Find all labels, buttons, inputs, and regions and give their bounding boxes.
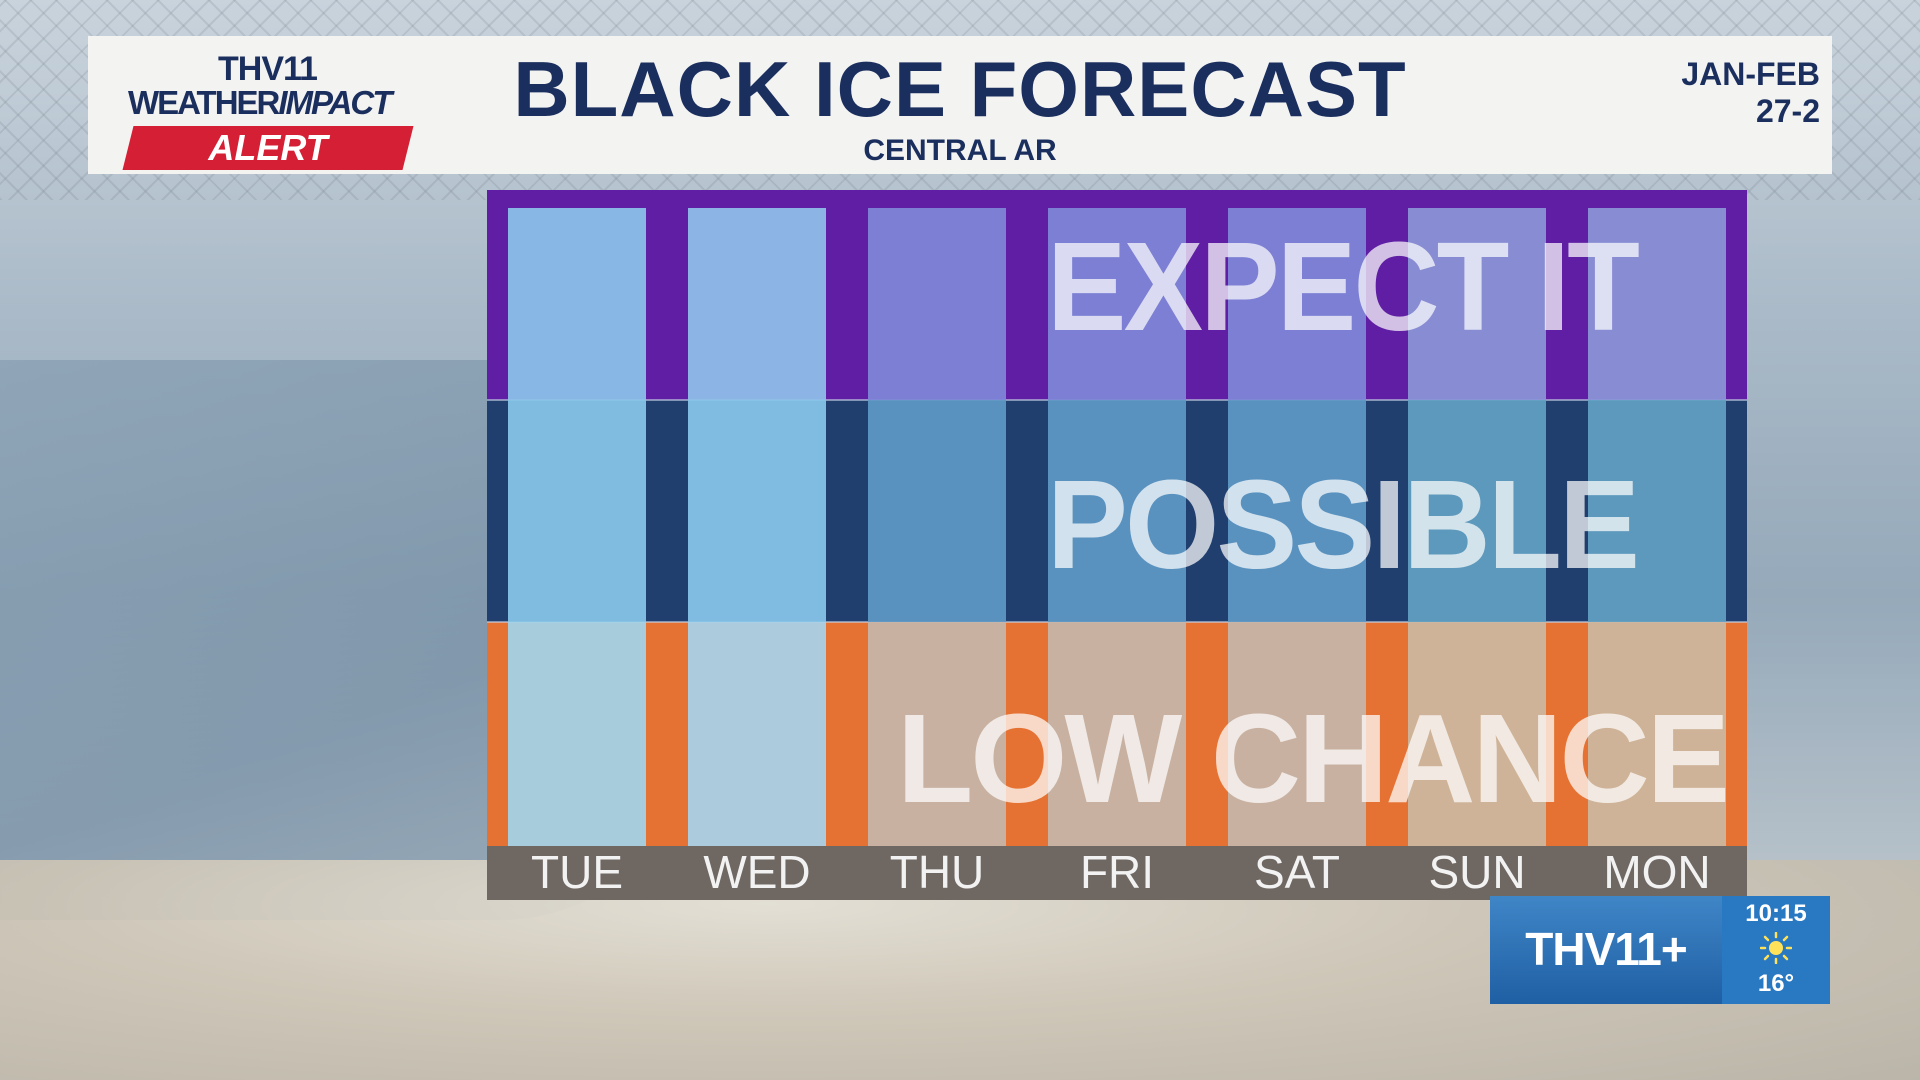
bar-tue-possible xyxy=(508,400,646,622)
bar-sat-expect-it xyxy=(1228,208,1366,400)
date-range-days: 27-2 xyxy=(1755,92,1820,129)
weather-impact-alert-logo: THV11 WEATHERIMPACT ALERT xyxy=(122,50,428,170)
bar-fri-possible xyxy=(1048,400,1186,622)
page-subtitle: CENTRAL AR xyxy=(863,134,1057,167)
bar-sat-possible xyxy=(1228,400,1366,622)
logo-impact: IMPACT xyxy=(278,84,392,121)
bar-mon-low-chance xyxy=(1588,622,1726,846)
bar-sat-low-chance xyxy=(1228,622,1366,846)
level-label-expect-it: EXPECT IT xyxy=(1047,216,1639,357)
bar-wed-expect-it xyxy=(688,208,826,400)
bar-mon-expect-it xyxy=(1588,208,1726,400)
date-range: JAN-FEB 27-2 xyxy=(1681,56,1820,130)
bar-wed-possible xyxy=(688,400,826,622)
date-range-months: JAN-FEB xyxy=(1681,56,1820,92)
logo-weather: WEATHER xyxy=(128,84,280,121)
bar-sun-low-chance xyxy=(1408,622,1546,846)
x-tick-thu: THU xyxy=(890,846,985,898)
bar-thu-possible xyxy=(868,400,1006,622)
x-tick-sun: SUN xyxy=(1428,846,1525,898)
bar-tue-expect-it xyxy=(508,208,646,400)
bar-thu-low-chance xyxy=(868,622,1006,846)
bug-time: 10:15 xyxy=(1745,900,1807,927)
header-banner: THV11 WEATHERIMPACT ALERT BLACK ICE FORE… xyxy=(88,36,1832,174)
bug-temperature: 16° xyxy=(1757,970,1795,997)
x-tick-wed: WED xyxy=(703,846,810,898)
x-tick-fri: FRI xyxy=(1080,846,1154,898)
bug-logo-panel: THV11+ xyxy=(1490,896,1722,1004)
bar-sun-expect-it xyxy=(1408,208,1546,400)
bar-mon-possible xyxy=(1588,400,1726,622)
x-tick-tue: TUE xyxy=(531,846,623,898)
logo-station: THV11 xyxy=(218,50,318,88)
x-axis-strip xyxy=(487,846,1747,900)
bar-sun-possible xyxy=(1408,400,1546,622)
black-ice-chart: LOW CHANCE POSSIBLE EXPECT IT TUE WED THU FRI… xyxy=(487,190,1747,900)
station-bug: THV11+ 10:15 16° xyxy=(1490,896,1830,1004)
bar-fri-low-chance xyxy=(1048,622,1186,846)
sun-icon xyxy=(1760,932,1792,964)
bar-wed-low-chance xyxy=(688,622,826,846)
level-label-possible: POSSIBLE xyxy=(1047,454,1637,595)
bug-weather-panel: 10:15 16° xyxy=(1722,896,1830,1004)
x-tick-sat: SAT xyxy=(1254,846,1340,898)
x-tick-mon: MON xyxy=(1603,846,1710,898)
bar-fri-expect-it xyxy=(1048,208,1186,400)
bug-logo: THV11+ xyxy=(1525,923,1688,975)
page-title: BLACK ICE FORECAST xyxy=(513,45,1407,133)
bar-thu-expect-it xyxy=(868,208,1006,400)
logo-weather-impact: WEATHERIMPACT xyxy=(128,84,392,122)
level-label-low-chance: LOW CHANCE xyxy=(897,688,1727,829)
bar-tue-low-chance xyxy=(508,622,646,846)
